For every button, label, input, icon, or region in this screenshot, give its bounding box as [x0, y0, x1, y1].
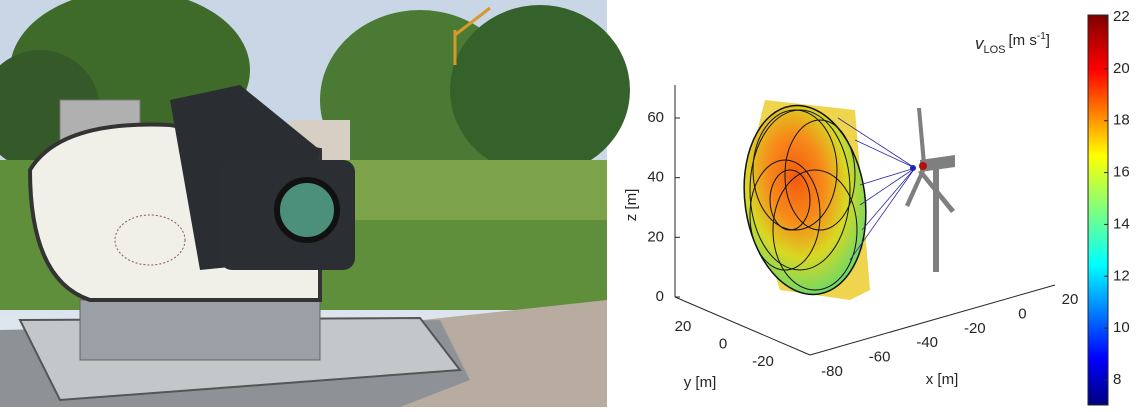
y-axis-line: [675, 297, 810, 355]
y-tick-label: 0: [719, 335, 727, 352]
colorbar-tick-label: 8: [1113, 371, 1121, 388]
turbine: [905, 108, 955, 272]
y-tick-label: -20: [752, 353, 774, 370]
photo: [0, 0, 630, 407]
x-tick-label: 20: [1062, 291, 1079, 308]
x-axis-label: x [m]: [926, 371, 959, 388]
figure: vLOS[m s-1] z [m] y [m] x [m] 0 20 40 60 20 0…: [0, 0, 1138, 407]
colorbar-tick-label: 18: [1113, 112, 1130, 129]
x-tick-label: -80: [821, 363, 843, 380]
z-tick-label: 60: [647, 109, 664, 126]
z-axis-label: z [m]: [623, 189, 640, 222]
colorbar-tick-label: 10: [1113, 319, 1130, 336]
colorbar-tick-label: 22: [1113, 8, 1130, 25]
colorbar-tick-label: 12: [1113, 267, 1130, 284]
y-axis-label: y [m]: [684, 374, 717, 391]
x-tick-label: -20: [964, 320, 986, 337]
z-tick-label: 20: [647, 228, 664, 245]
colorbar-tick-label: 20: [1113, 60, 1130, 77]
x-tick-label: 0: [1018, 305, 1026, 322]
y-tick-label: 20: [675, 318, 692, 335]
colorbar-label: vLOS[m s-1]: [975, 31, 1050, 56]
colorbar: [1088, 15, 1108, 405]
x-tick-label: -60: [869, 349, 891, 366]
colorbar-tick-label: 14: [1113, 215, 1130, 232]
colorbar-tick-label: 16: [1113, 164, 1130, 181]
plot: vLOS[m s-1] z [m] y [m] x [m]: [623, 15, 1108, 405]
z-tick-label: 40: [647, 169, 664, 186]
z-tick-label: 0: [656, 288, 664, 305]
x-tick-label: -40: [916, 334, 938, 351]
